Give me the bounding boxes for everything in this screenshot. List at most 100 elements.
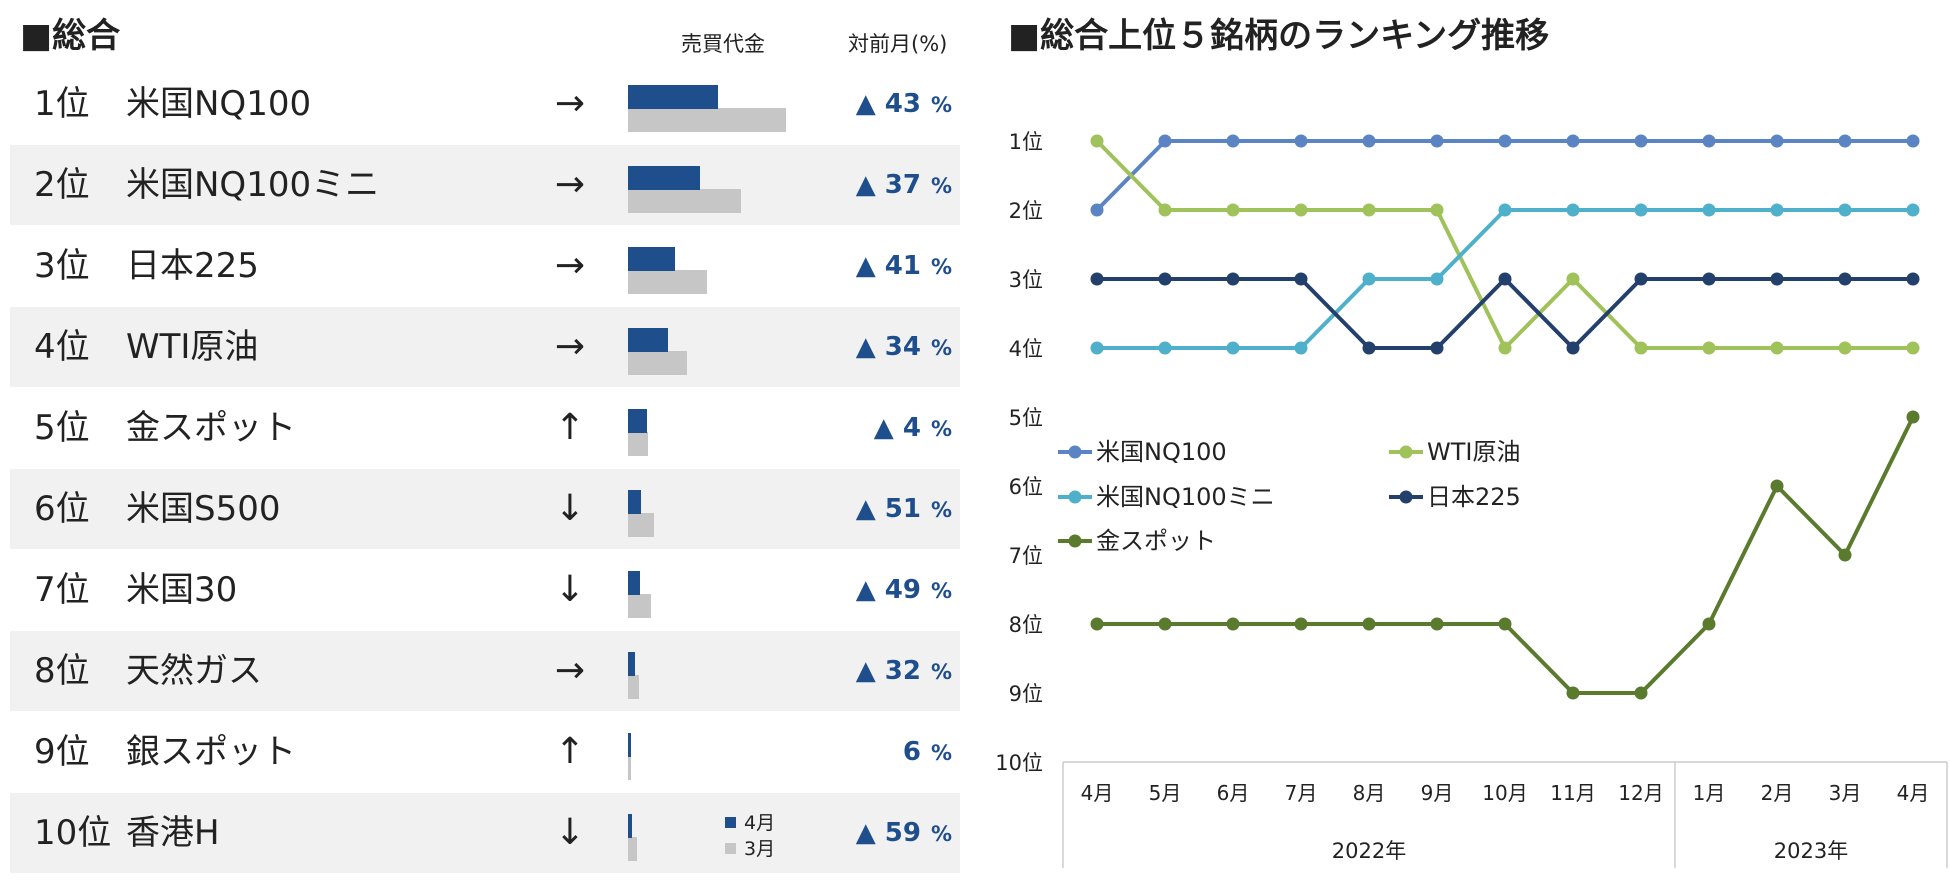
y-tick-label: 8位 bbox=[1009, 613, 1043, 637]
up-triangle-icon: ▲ bbox=[855, 494, 876, 524]
data-point bbox=[1430, 617, 1444, 631]
bar-april bbox=[628, 571, 640, 595]
y-tick-label: 7位 bbox=[1009, 544, 1043, 568]
up-triangle-icon: ▲ bbox=[855, 170, 876, 200]
change-number: 43 bbox=[884, 89, 921, 119]
bar-april bbox=[628, 166, 700, 190]
data-point bbox=[1430, 272, 1444, 286]
change-number: 51 bbox=[884, 494, 921, 524]
change-number: 59 bbox=[884, 818, 921, 848]
trend-arrow-icon: → bbox=[554, 245, 586, 286]
legend-label: 日本225 bbox=[1427, 483, 1521, 511]
x-tick-label: 6月 bbox=[1217, 781, 1250, 805]
rank-label: 1位 bbox=[34, 84, 90, 124]
change-value: ▲ 34% bbox=[856, 307, 952, 387]
y-tick-label: 9位 bbox=[1009, 682, 1043, 706]
data-point bbox=[1634, 686, 1648, 700]
x-tick-label: 9月 bbox=[1421, 781, 1454, 805]
change-value: ▲ 49% bbox=[856, 550, 952, 630]
bar-legend: 4月 3月 bbox=[725, 810, 775, 862]
legend-label: 米国NQ100 bbox=[1096, 438, 1227, 466]
up-triangle-icon: ▲ bbox=[855, 818, 876, 848]
rank-label: 10位 bbox=[34, 813, 112, 853]
data-point bbox=[1838, 134, 1852, 148]
change-unit: % bbox=[930, 822, 952, 846]
up-triangle-icon: ▲ bbox=[873, 413, 894, 443]
legend-mar-label: 3月 bbox=[744, 838, 776, 860]
ranking-panel: ■総合 売買代金 対前月(%) 1位 米国NQ100 → ▲ 43% 2位 米国NQ100… bbox=[0, 0, 965, 884]
data-point bbox=[1090, 203, 1104, 217]
rank-label: 3位 bbox=[34, 246, 90, 286]
bar-march bbox=[628, 594, 651, 618]
data-point bbox=[1294, 134, 1308, 148]
legend-apr: 4月 bbox=[725, 810, 775, 836]
x-tick-label: 1月 bbox=[1693, 781, 1726, 805]
table-row: 2位 米国NQ100ミニ → ▲ 37% bbox=[10, 145, 960, 225]
bar-april bbox=[628, 409, 647, 433]
y-tick-label: 6位 bbox=[1009, 475, 1043, 499]
bar-march bbox=[628, 675, 639, 699]
change-value: ▲ 37% bbox=[856, 145, 952, 225]
x-tick-label: 12月 bbox=[1618, 781, 1663, 805]
data-point bbox=[1226, 617, 1240, 631]
legend-apr-swatch bbox=[725, 817, 736, 828]
data-point bbox=[1294, 341, 1308, 355]
data-point bbox=[1702, 203, 1716, 217]
rank-label: 9位 bbox=[34, 732, 90, 772]
rank-chart-panel: ■総合上位５銘柄のランキング推移 1位 2位 3位 4位 5位 6位 7位 8位 9位 10位 4月… bbox=[965, 0, 1950, 884]
data-point bbox=[1430, 341, 1444, 355]
data-point bbox=[1838, 341, 1852, 355]
data-point bbox=[1770, 203, 1784, 217]
data-point bbox=[1090, 341, 1104, 355]
data-point bbox=[1090, 272, 1104, 286]
ranking-title: ■総合 bbox=[20, 16, 121, 56]
x-tick-label: 5月 bbox=[1149, 781, 1182, 805]
data-point bbox=[1090, 617, 1104, 631]
bar-april bbox=[628, 733, 631, 757]
data-point bbox=[1498, 203, 1512, 217]
data-point bbox=[1226, 203, 1240, 217]
data-point bbox=[1906, 134, 1920, 148]
data-point bbox=[1702, 272, 1716, 286]
data-point bbox=[1158, 341, 1172, 355]
up-triangle-icon: ▲ bbox=[855, 251, 876, 281]
legend-label: 米国NQ100ミニ bbox=[1096, 483, 1275, 511]
data-point bbox=[1362, 341, 1376, 355]
trend-arrow-icon: ↓ bbox=[554, 569, 586, 610]
data-point bbox=[1770, 341, 1784, 355]
trend-arrow-icon: ↓ bbox=[554, 488, 586, 529]
bar-march bbox=[628, 189, 742, 213]
legend-swatch-marker bbox=[1068, 445, 1082, 459]
data-point bbox=[1770, 272, 1784, 286]
legend-swatch-marker bbox=[1399, 445, 1413, 459]
x-tick-label: 11月 bbox=[1550, 781, 1595, 805]
change-unit: % bbox=[930, 93, 952, 117]
data-point bbox=[1158, 203, 1172, 217]
trend-arrow-icon: → bbox=[554, 326, 586, 367]
bar-march bbox=[628, 351, 688, 375]
data-point bbox=[1906, 203, 1920, 217]
change-number: 6 bbox=[902, 737, 921, 767]
up-triangle-icon: ▲ bbox=[855, 575, 876, 605]
rank-label: 4位 bbox=[34, 327, 90, 367]
data-point bbox=[1294, 617, 1308, 631]
year-label: 2023年 bbox=[1774, 839, 1848, 863]
change-value: ▲ 59% bbox=[856, 793, 952, 873]
table-row: 9位 銀スポット ↑ 6% bbox=[10, 712, 960, 792]
data-point bbox=[1838, 272, 1852, 286]
rank-label: 8位 bbox=[34, 651, 90, 691]
amount-header: 売買代金 bbox=[681, 32, 765, 56]
bar-april bbox=[628, 814, 632, 838]
up-triangle-icon: ▲ bbox=[855, 656, 876, 686]
series-line bbox=[1097, 277, 1913, 350]
data-point bbox=[1634, 134, 1648, 148]
x-tick-label: 2月 bbox=[1761, 781, 1794, 805]
trend-arrow-icon: ↓ bbox=[554, 812, 586, 853]
change-unit: % bbox=[930, 579, 952, 603]
data-point bbox=[1770, 479, 1784, 493]
table-row: 1位 米国NQ100 → ▲ 43% bbox=[10, 64, 960, 144]
bar-march bbox=[628, 756, 631, 780]
data-point bbox=[1634, 341, 1648, 355]
data-point bbox=[1430, 134, 1444, 148]
trend-arrow-icon: ↑ bbox=[554, 407, 586, 448]
